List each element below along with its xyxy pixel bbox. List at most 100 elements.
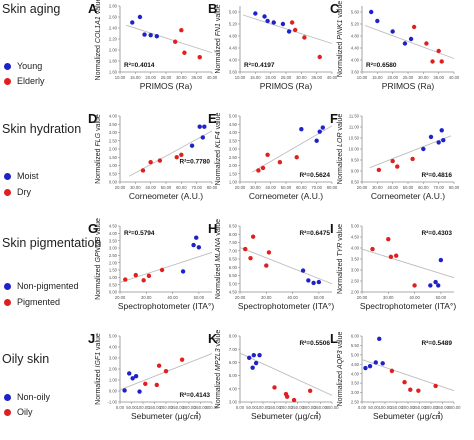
y-tick-label: 11.50: [349, 114, 360, 119]
x-tick-label: 35.00: [311, 75, 322, 80]
x-axis-label: Corneometer (A.U.): [129, 191, 203, 201]
x-tick-label: 20.00: [115, 185, 126, 190]
point-red: [250, 234, 256, 239]
y-tick-label: 6.00: [351, 334, 360, 339]
panel-letter: C: [330, 1, 340, 16]
trend-line: [361, 359, 455, 392]
point-blue: [377, 336, 382, 342]
point-blue: [130, 376, 135, 381]
x-tick-label: 150.00: [268, 405, 281, 410]
y-axis-label: Normalized PINK1 value: [337, 1, 344, 77]
y-tick-label: 1.50: [109, 155, 118, 160]
legend-dot-red-icon: [4, 408, 11, 416]
point-blue: [262, 14, 267, 19]
point-red: [260, 165, 266, 171]
point-red: [179, 152, 184, 157]
point-blue: [286, 29, 292, 34]
x-tick-label: 40.00: [387, 185, 398, 190]
point-blue: [133, 373, 139, 379]
point-blue: [257, 352, 262, 358]
y-tick-label: 7.00: [229, 347, 238, 352]
x-tick-label: 40.00: [265, 185, 276, 190]
point-blue: [441, 138, 446, 143]
point-blue: [142, 32, 147, 37]
x-axis-label: PRIMOS (Ra): [260, 81, 313, 91]
point-red: [412, 283, 417, 288]
x-axis-label: Corneometer (A.U.): [249, 191, 323, 201]
panel-letter: L: [330, 331, 338, 346]
x-tick-label: 30.00: [176, 75, 187, 80]
x-tick-label: 150.00: [390, 405, 403, 410]
point-blue: [148, 32, 153, 38]
panel-e: E 1.00 1.50 2.00 2.50 3.00 3.50 4.00 4.50 5.00 20.…: [208, 111, 338, 201]
y-tick-label: 2.40: [109, 26, 118, 31]
x-tick-label: 300.00: [425, 405, 438, 410]
y-axis-label: Normalized AQP3 value: [337, 332, 344, 407]
x-tick-label: 50.00: [246, 405, 257, 410]
point-red: [163, 369, 169, 374]
point-blue: [300, 268, 306, 273]
legend-elderly: Elderly: [4, 76, 45, 86]
x-tick-label: 40.00: [145, 185, 156, 190]
point-blue: [390, 29, 395, 34]
point-red: [386, 237, 391, 242]
point-red: [157, 158, 163, 163]
x-tick-label: 25.00: [281, 75, 292, 80]
point-red: [272, 385, 277, 390]
section-title-skin-hydration: Skin hydration: [2, 122, 82, 136]
y-tick-label: 2.00: [109, 48, 118, 53]
x-tick-label: 350.00: [314, 405, 327, 410]
x-tick-label: 50.00: [368, 405, 379, 410]
trend-line: [119, 251, 213, 283]
y-axis-label: Normalized FLG value: [95, 114, 102, 184]
point-red: [410, 156, 415, 162]
x-tick-label: 60.00: [176, 185, 187, 190]
point-blue: [402, 41, 408, 46]
y-tick-label: 3.50: [229, 138, 238, 143]
x-tick-label: 50.00: [281, 185, 292, 190]
legend-dot-red-icon: [4, 188, 11, 196]
point-red: [416, 388, 421, 393]
y-tick-label: 10.00: [349, 147, 360, 152]
point-red: [154, 382, 159, 388]
y-tick-label: 3.60: [229, 70, 238, 75]
point-red: [266, 250, 272, 255]
y-tick-label: 1.80: [109, 59, 118, 64]
section-title-skin-pigmentation: Skin pigmentation: [2, 236, 102, 250]
x-tick-label: 50.00: [126, 405, 137, 410]
y-tick-label: 4.50: [229, 122, 238, 127]
x-tick-label: 15.00: [130, 75, 141, 80]
x-tick-label: 40.00: [409, 295, 420, 300]
panel-letter: H: [208, 221, 217, 236]
x-tick-label: 400.00: [448, 405, 461, 410]
y-tick-label: 11.00: [349, 125, 360, 130]
point-blue: [271, 20, 276, 25]
point-blue: [367, 363, 373, 369]
x-tick-label: 200.00: [160, 405, 173, 410]
point-red: [291, 397, 297, 403]
x-tick-label: 150.00: [148, 405, 161, 410]
panel-i: I 2.00 2.50 3.00 3.50 4.00 4.50 5.00 20.00 30.00 4…: [330, 221, 456, 311]
y-axis-label: Normalized KLF4 value: [215, 113, 222, 186]
point-blue: [253, 360, 259, 366]
y-axis-label: Normalized FN1 value: [215, 4, 222, 73]
y-tick-label: 10.50: [349, 136, 360, 141]
r-squared-label: R²=0.5794: [124, 230, 155, 237]
y-tick-label: 3.00: [229, 400, 238, 405]
point-blue: [421, 146, 426, 152]
r-squared-label: R²=0.7780: [179, 159, 210, 166]
y-tick-label: 4.00: [351, 371, 360, 376]
y-tick-label: 0.00: [109, 180, 118, 185]
y-tick-label: 3.00: [351, 390, 360, 395]
point-blue: [250, 365, 255, 370]
y-tick-label: 2.00: [229, 163, 238, 168]
point-red: [256, 168, 261, 173]
point-red: [148, 160, 153, 165]
r-squared-label: R²=0.6580: [366, 62, 397, 69]
y-tick-label: 4.00: [109, 114, 118, 119]
point-blue: [428, 283, 433, 288]
panel-a: A 1.60 1.80 2.00 2.20 2.40 2.60 2.80 10.00 15.00 2…: [88, 0, 218, 91]
y-tick-label: 5.00: [229, 373, 238, 378]
panel-letter: G: [88, 221, 98, 236]
x-tick-label: 250.00: [171, 405, 184, 410]
